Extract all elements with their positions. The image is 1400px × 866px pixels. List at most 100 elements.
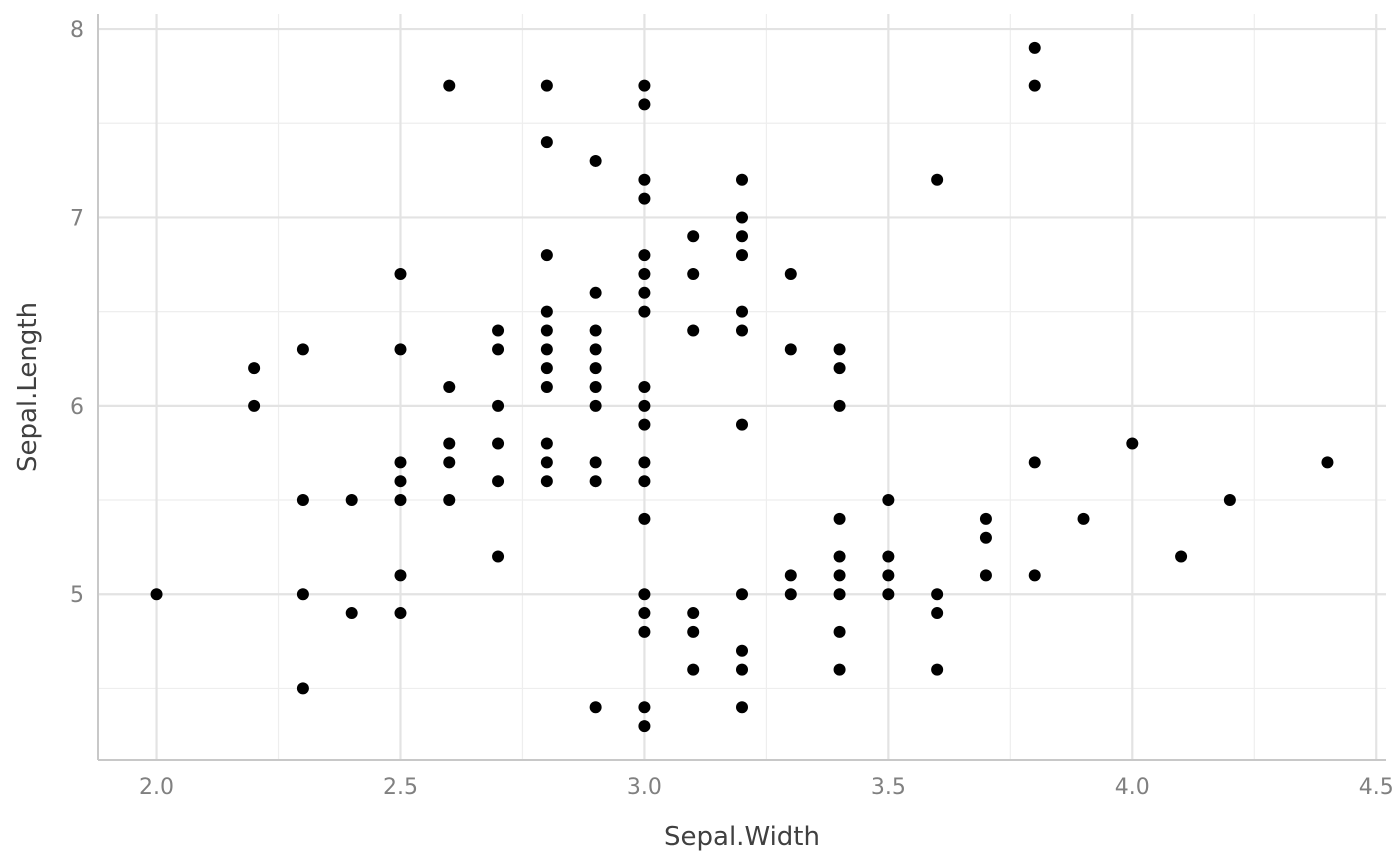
data-point bbox=[833, 550, 846, 563]
x-axis-title: Sepal.Width bbox=[664, 822, 820, 852]
data-point bbox=[833, 625, 846, 638]
data-point bbox=[736, 305, 748, 318]
data-point bbox=[638, 475, 651, 488]
data-point bbox=[736, 663, 748, 676]
axes bbox=[97, 14, 1386, 761]
x-tick-label: 4.0 bbox=[1115, 775, 1150, 800]
data-point bbox=[1028, 79, 1041, 92]
data-point bbox=[833, 588, 846, 601]
data-point bbox=[443, 79, 456, 92]
data-point bbox=[1028, 569, 1041, 582]
data-point bbox=[638, 399, 651, 412]
data-point bbox=[589, 324, 602, 337]
data-point bbox=[784, 343, 797, 356]
data-point bbox=[540, 249, 553, 262]
data-point bbox=[1028, 456, 1041, 469]
data-point bbox=[638, 173, 651, 186]
data-point bbox=[882, 550, 895, 563]
data-point bbox=[882, 494, 895, 507]
data-point bbox=[248, 362, 261, 375]
data-point bbox=[492, 437, 505, 450]
data-point bbox=[492, 399, 505, 412]
data-point bbox=[979, 531, 992, 544]
data-point bbox=[296, 682, 309, 695]
data-point bbox=[638, 381, 651, 393]
data-point bbox=[736, 173, 748, 186]
data-point bbox=[638, 456, 651, 469]
data-point bbox=[589, 475, 602, 488]
data-point bbox=[638, 192, 651, 205]
data-point bbox=[931, 588, 944, 601]
data-point bbox=[833, 399, 846, 412]
y-tick-label: 7 bbox=[70, 206, 84, 231]
data-point bbox=[589, 154, 602, 167]
data-point bbox=[736, 230, 748, 243]
data-point bbox=[736, 211, 748, 224]
data-point bbox=[931, 173, 944, 186]
data-point bbox=[589, 381, 602, 393]
data-point bbox=[833, 362, 846, 375]
data-point bbox=[443, 437, 456, 450]
data-point bbox=[394, 267, 407, 280]
data-point bbox=[540, 343, 553, 356]
data-point bbox=[638, 512, 651, 525]
data-point bbox=[443, 381, 456, 393]
data-point bbox=[345, 607, 358, 620]
data-point bbox=[443, 456, 456, 469]
data-point bbox=[540, 381, 553, 393]
data-point bbox=[638, 98, 651, 111]
data-point bbox=[492, 343, 505, 356]
data-point bbox=[638, 286, 651, 299]
data-point bbox=[394, 569, 407, 582]
data-point bbox=[1223, 494, 1236, 507]
y-tick-label: 5 bbox=[70, 583, 84, 608]
data-point bbox=[833, 569, 846, 582]
data-point bbox=[1321, 456, 1334, 469]
x-tick-label: 3.0 bbox=[627, 775, 662, 800]
data-point bbox=[540, 324, 553, 337]
data-point bbox=[736, 324, 748, 337]
data-point bbox=[638, 418, 651, 431]
data-point bbox=[296, 494, 309, 507]
data-point bbox=[931, 663, 944, 676]
data-point bbox=[150, 588, 163, 601]
data-point bbox=[736, 588, 748, 601]
y-tick-label: 6 bbox=[70, 395, 84, 420]
data-point bbox=[784, 588, 797, 601]
data-point bbox=[589, 286, 602, 299]
data-point bbox=[784, 569, 797, 582]
data-point bbox=[540, 305, 553, 318]
data-point bbox=[345, 494, 358, 507]
data-point bbox=[296, 588, 309, 601]
data-point bbox=[882, 588, 895, 601]
y-tick-label: 8 bbox=[70, 18, 84, 43]
y-tick-labels: 5 6 7 8 bbox=[70, 18, 84, 608]
data-point bbox=[833, 512, 846, 525]
data-point bbox=[248, 399, 261, 412]
data-point bbox=[736, 701, 748, 714]
data-point bbox=[589, 456, 602, 469]
data-point bbox=[638, 607, 651, 620]
data-point bbox=[540, 79, 553, 92]
data-point bbox=[589, 362, 602, 375]
data-point bbox=[1175, 550, 1188, 563]
x-tick-label: 2.5 bbox=[383, 775, 418, 800]
minor-gridlines bbox=[98, 14, 1386, 760]
data-point bbox=[1028, 41, 1041, 54]
data-point bbox=[687, 625, 700, 638]
data-point bbox=[638, 267, 651, 280]
data-point bbox=[736, 249, 748, 262]
x-tick-label: 4.5 bbox=[1359, 775, 1394, 800]
data-point bbox=[296, 343, 309, 356]
data-point bbox=[833, 663, 846, 676]
data-point bbox=[540, 456, 553, 469]
x-tick-label: 3.5 bbox=[871, 775, 906, 800]
data-point bbox=[687, 230, 700, 243]
data-point bbox=[638, 249, 651, 262]
data-point bbox=[394, 343, 407, 356]
data-point bbox=[638, 625, 651, 638]
y-axis-title: Sepal.Length bbox=[13, 302, 43, 472]
data-point bbox=[931, 607, 944, 620]
data-point bbox=[540, 437, 553, 450]
